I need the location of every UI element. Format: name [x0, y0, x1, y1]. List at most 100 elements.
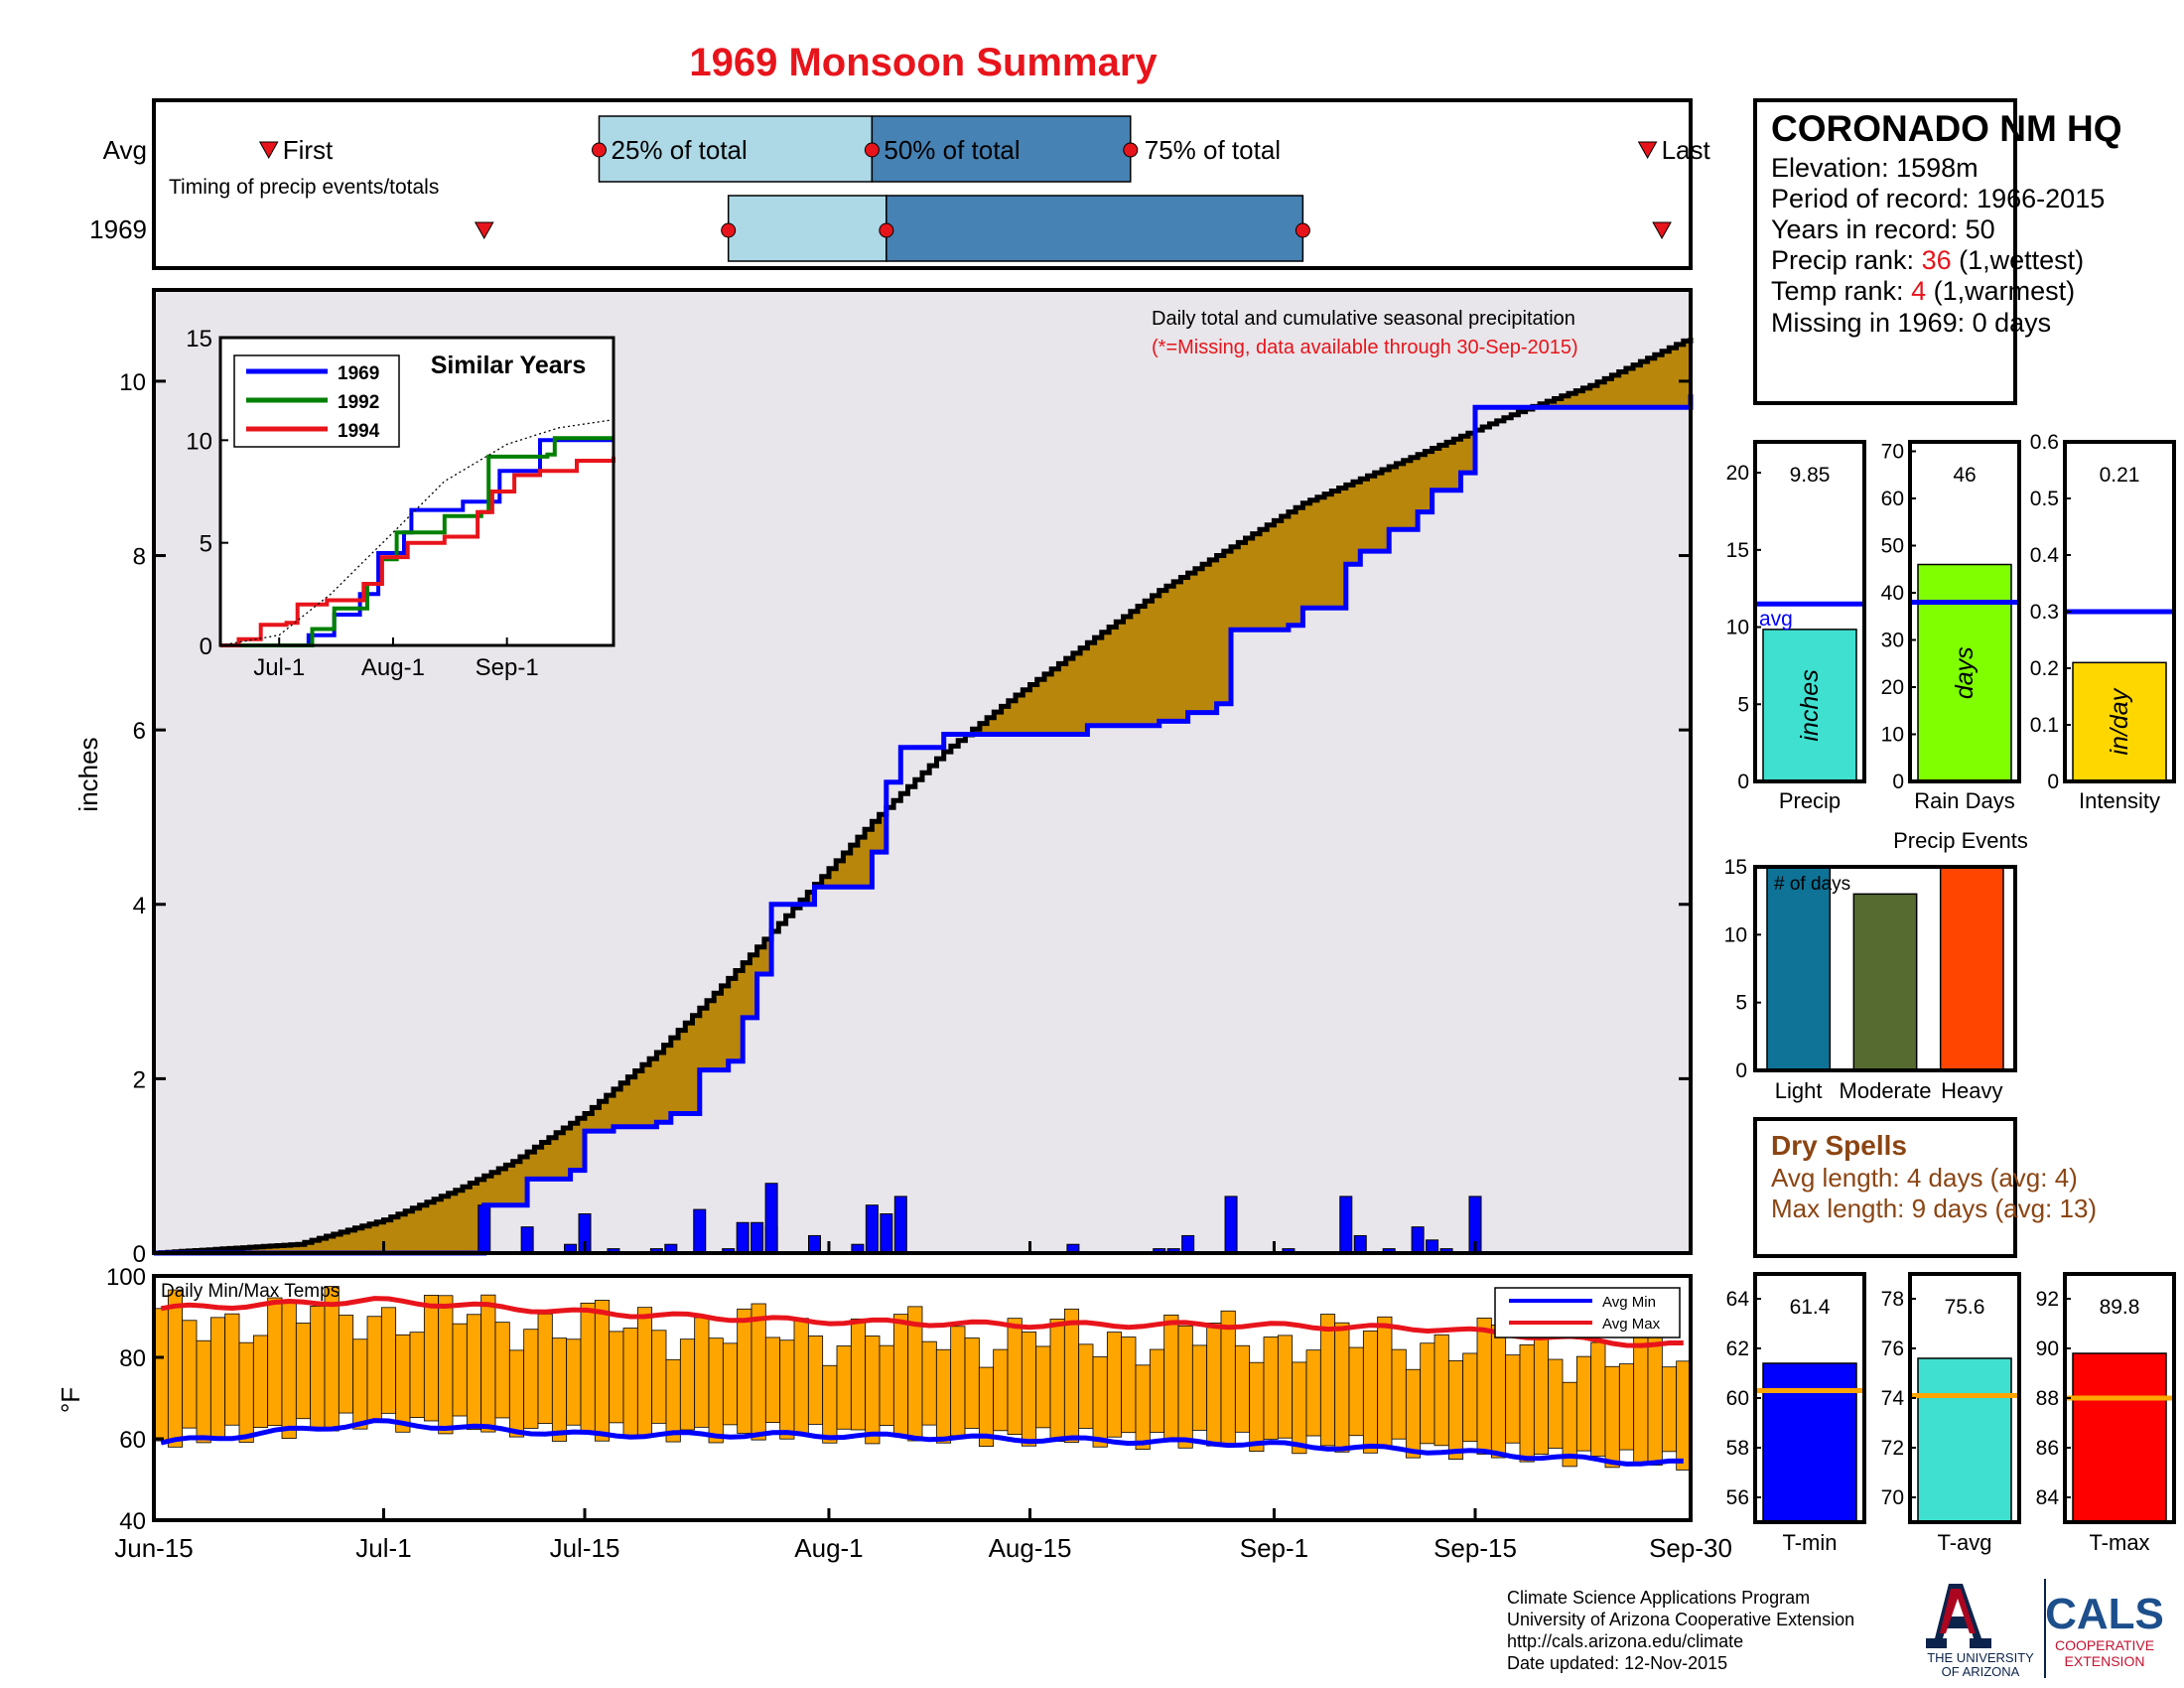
precip-events-title: Precip Events: [1893, 828, 2028, 853]
temp-day-bar: [580, 1302, 596, 1433]
temp-day-bar: [1021, 1332, 1037, 1447]
temp-day-bar: [1249, 1361, 1265, 1452]
inset-x-ticks: Jul-1 Aug-1 Sep-1: [253, 637, 539, 681]
timing-year-first-marker: [474, 221, 494, 240]
temp-y-tick-label: 80: [119, 1345, 146, 1372]
temp-day-bar: [1348, 1346, 1364, 1437]
temp-day-bar: [338, 1315, 354, 1414]
panel-x-label: Rain Days: [1914, 788, 2014, 813]
inset-y-tick-label: 15: [186, 326, 212, 352]
temp-day-bar: [209, 1317, 226, 1439]
temp-day-bar: [993, 1348, 1009, 1432]
panel-bar-t-min: [1762, 1362, 1857, 1523]
temp-day-bar: [751, 1303, 766, 1441]
daily-precip-bar: [751, 1221, 764, 1254]
temp-day-bar: [1462, 1352, 1478, 1443]
daily-precip-bar: [893, 1196, 907, 1254]
temp-day-bar: [1405, 1368, 1422, 1459]
panel-y-tick-label: 92: [2036, 1288, 2059, 1311]
daily-precip-bars: [478, 1183, 1482, 1254]
cals-sub-2: EXTENSION: [2065, 1653, 2145, 1669]
temp-day-bar: [921, 1340, 937, 1426]
temp-day-bar: [764, 1336, 781, 1424]
dry-spells-title: Dry Spells: [1771, 1130, 1907, 1161]
temp-day-bar: [722, 1342, 739, 1426]
temp-legend: Avg Min Avg Max: [1494, 1287, 1681, 1338]
panel-bar-intensity: [2072, 661, 2167, 782]
temp-day-bar: [252, 1335, 269, 1428]
timing-year-q75-marker: [1295, 222, 1310, 238]
timing-year-last-marker: [1652, 221, 1672, 240]
legend-label-1969: 1969: [338, 363, 379, 384]
similar-years-inset: 0 5 10 15 Jul-1 Aug-1 Sep-1 Similar Years 196…: [186, 326, 615, 681]
temp-day-bar: [494, 1322, 510, 1419]
temp-day-bar: [1305, 1349, 1321, 1437]
daily-precip-bar: [1339, 1196, 1353, 1254]
season-stat-panels: 9.85 Precip 0 5 10 15 20 inches avg 46 Rain Days 0 1…: [1726, 431, 2176, 813]
inset-x-tick-label: Jul-1: [253, 654, 305, 681]
main-y-ticks: 0 2 4 6 8 10: [119, 369, 1691, 1268]
timing-avg-q25-marker: [591, 142, 607, 158]
temp-day-bar: [1633, 1329, 1649, 1466]
avg-max-line: [160, 1296, 1684, 1348]
temp-y-ticks: 40 60 80 100: [106, 1264, 164, 1535]
inset-title: Similar Years: [431, 352, 587, 379]
temp-day-bar: [1575, 1355, 1592, 1452]
temp-y-label: °F: [56, 1387, 85, 1413]
temp-rank-prefix: Temp rank:: [1771, 276, 1911, 306]
panel-y-tick-label: 0.1: [2030, 714, 2059, 737]
x-tick-label: Sep-15: [1433, 1533, 1517, 1563]
temp-day-bar: [694, 1317, 710, 1428]
temp-day-bar: [1092, 1356, 1108, 1448]
x-axis-ticks: Jun-15 Jul-1 Jul-15 Aug-1 Aug-15 Sep-1 Sep-15 S…: [114, 1241, 1732, 1563]
timing-first-label: First: [283, 135, 334, 165]
temp-day-bar: [1035, 1345, 1051, 1429]
panel-y-tick-label: 76: [1881, 1337, 1904, 1360]
temp-day-bar: [1277, 1335, 1294, 1439]
temp-day-bar: [1007, 1318, 1023, 1436]
x-tick-label: Jun-15: [114, 1533, 194, 1563]
station-frame: [1753, 98, 2017, 405]
panel-y-tick-label: 0.2: [2030, 657, 2059, 680]
timing-caption: Timing of precip events/totals: [169, 176, 439, 199]
footer-line-1: Climate Science Applications Program: [1507, 1588, 1810, 1608]
event-bar-light: [1766, 866, 1832, 1071]
temp-day-bar: [153, 1308, 169, 1442]
precip-rank-prefix: Precip rank:: [1771, 245, 1922, 275]
footer: Climate Science Applications Program Uni…: [1507, 1579, 2164, 1679]
inset-x-tick-label: Sep-1: [476, 654, 539, 681]
temp-stat-panels: 61.4 T-min 56 58 60 62 64 75.6 T-avg 70 72 74 76 78 89…: [1726, 1272, 2176, 1555]
panel-x-label: T-avg: [1937, 1530, 1991, 1555]
temp-day-bar: [822, 1364, 838, 1444]
panel-unit-label: in/day: [2106, 687, 2133, 755]
temp-day-bar: [737, 1308, 752, 1434]
precip-events-bars: Light Moderate Heavy 0 5 10 15: [1724, 856, 2004, 1103]
event-y-tick-label: 5: [1735, 992, 1747, 1015]
cals-sub-1: COOPERATIVE: [2055, 1637, 2154, 1653]
temp-day-bar: [807, 1336, 824, 1425]
temp-day-bar: [950, 1326, 966, 1437]
panel-value-label: 9.85: [1790, 464, 1831, 487]
temp-day-bar: [1334, 1322, 1350, 1453]
temp-y-tick-label: 100: [106, 1264, 146, 1291]
panel-y-tick-label: 20: [1726, 462, 1749, 485]
temp-rank-value: 4: [1911, 276, 1926, 306]
temp-rank-suffix: (1,warmest): [1926, 276, 2075, 306]
temp-day-bar: [1647, 1334, 1663, 1466]
panel-avg-label: avg: [1759, 608, 1793, 631]
temp-day-bar: [1420, 1342, 1435, 1445]
temp-day-bar: [1149, 1348, 1165, 1433]
temp-day-bar: [267, 1297, 283, 1427]
station-missing: Missing in 1969: 0 days: [1771, 308, 2051, 338]
panel-y-tick-label: 50: [1881, 535, 1904, 558]
temp-y-tick-label: 40: [119, 1508, 146, 1535]
event-x-label: Moderate: [1840, 1078, 1932, 1103]
timing-avg-q50-q75-box: [871, 115, 1132, 183]
temp-day-bar: [423, 1295, 440, 1422]
temp-day-bar: [1505, 1354, 1521, 1444]
panel-value-label: 46: [1953, 464, 1976, 487]
inset-legend: 1969 1992 1994: [233, 354, 400, 448]
temp-day-bar: [324, 1286, 340, 1432]
y-axis-label: inches: [73, 737, 103, 811]
